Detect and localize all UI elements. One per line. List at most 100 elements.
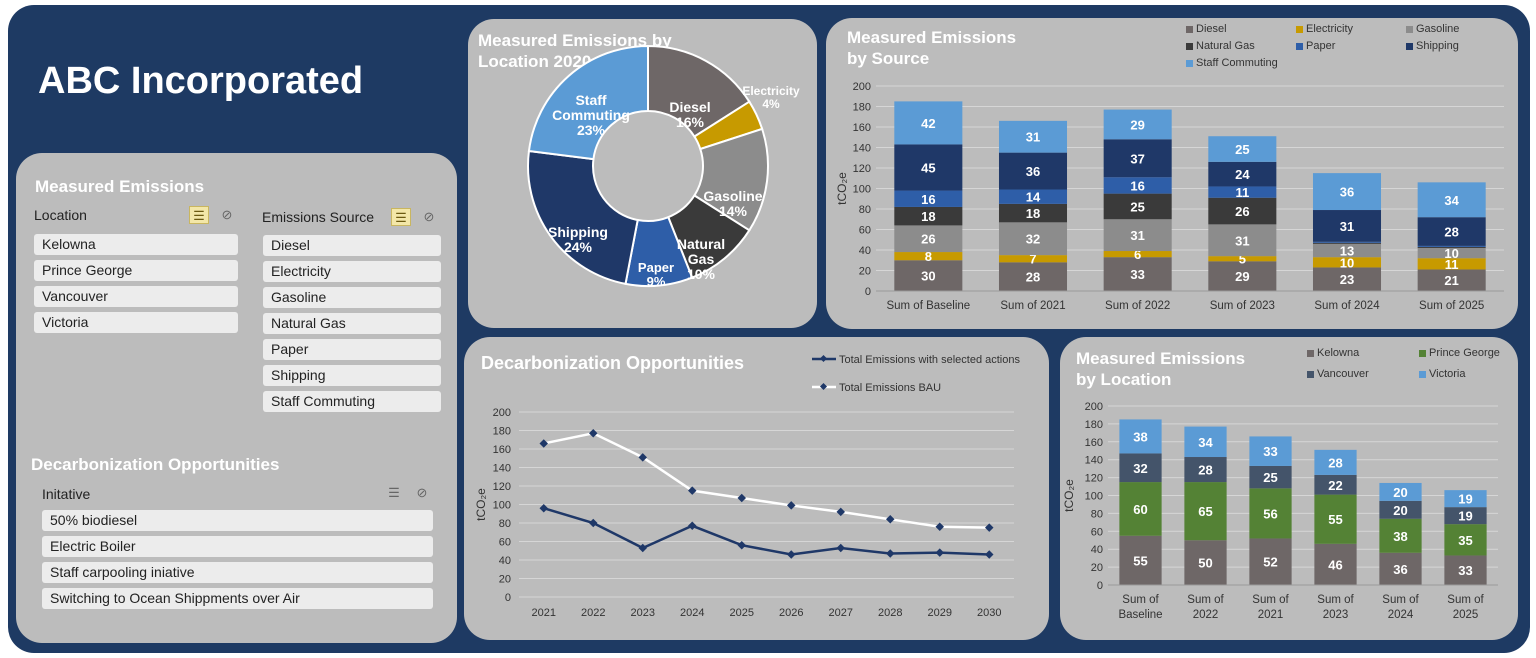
line-point[interactable] — [935, 522, 944, 531]
bar-segment-diesel[interactable] — [1312, 267, 1382, 291]
line-point[interactable] — [787, 501, 796, 510]
line-point[interactable] — [539, 439, 548, 448]
location-slicer-item[interactable]: Vancouver — [34, 286, 238, 307]
bar-segment-natural-gas[interactable] — [1103, 193, 1172, 220]
bar-segment-shipping[interactable] — [894, 144, 963, 191]
line-point[interactable] — [787, 550, 796, 559]
bar-segment-vancouver[interactable] — [1314, 474, 1357, 495]
bar-segment-electricity[interactable] — [1103, 251, 1172, 258]
bar-segment-shipping[interactable] — [1417, 217, 1486, 246]
bar-segment-vancouver[interactable] — [1184, 457, 1227, 483]
bar-segment-kelowna[interactable] — [1184, 540, 1227, 585]
line-point[interactable] — [985, 523, 994, 532]
multi-select-icon[interactable]: ☰ — [391, 208, 411, 226]
bar-segment-electricity[interactable] — [998, 255, 1068, 263]
bar-segment-prince-george[interactable] — [1249, 488, 1292, 539]
initiative-slicer-item[interactable]: Staff carpooling iniative — [42, 562, 433, 583]
bar-segment-paper[interactable] — [894, 190, 963, 207]
bar-segment-gasoline[interactable] — [998, 222, 1068, 256]
source-slicer-item[interactable]: Staff Commuting — [263, 391, 441, 412]
bar-segment-staff-commuting[interactable] — [894, 101, 963, 145]
bar-segment-diesel[interactable] — [1103, 257, 1172, 291]
bar-segment-shipping[interactable] — [1208, 161, 1277, 187]
clear-filter-icon[interactable]: ⊘ — [423, 209, 435, 224]
bar-segment-gasoline[interactable] — [1312, 243, 1382, 258]
bar-segment-gasoline[interactable] — [1417, 247, 1486, 259]
clear-filter-icon[interactable]: ⊘ — [221, 207, 233, 222]
source-slicer-item[interactable]: Paper — [263, 339, 441, 360]
bar-segment-victoria[interactable] — [1379, 482, 1422, 501]
bar-segment-natural-gas[interactable] — [1417, 246, 1486, 248]
bar-segment-staff-commuting[interactable] — [1103, 109, 1172, 140]
line-series-bau[interactable] — [543, 431, 990, 529]
bar-segment-diesel[interactable] — [894, 260, 963, 291]
bar-segment-natural-gas[interactable] — [998, 203, 1068, 223]
bar-segment-shipping[interactable] — [1103, 139, 1172, 178]
line-point[interactable] — [886, 515, 895, 524]
bar-segment-natural-gas[interactable] — [894, 206, 963, 226]
source-slicer-item[interactable]: Natural Gas — [263, 313, 441, 334]
line-point[interactable] — [985, 550, 994, 559]
bar-segment-victoria[interactable] — [1184, 426, 1227, 458]
bar-segment-electricity[interactable] — [1417, 258, 1486, 270]
bar-segment-prince-george[interactable] — [1184, 482, 1227, 541]
bar-segment-vancouver[interactable] — [1379, 500, 1422, 519]
source-slicer-item[interactable]: Shipping — [263, 365, 441, 386]
bar-segment-paper[interactable] — [1312, 241, 1382, 243]
bar-segment-paper[interactable] — [1417, 245, 1486, 247]
bar-segment-shipping[interactable] — [1312, 210, 1382, 242]
bar-segment-prince-george[interactable] — [1119, 482, 1162, 536]
line-point[interactable] — [836, 543, 845, 553]
bar-segment-gasoline[interactable] — [894, 225, 963, 253]
bar-segment-vancouver[interactable] — [1249, 465, 1292, 489]
bar-segment-electricity[interactable] — [1208, 256, 1277, 262]
bar-segment-staff-commuting[interactable] — [1208, 136, 1277, 162]
bar-segment-kelowna[interactable] — [1444, 555, 1487, 585]
bar-segment-diesel[interactable] — [998, 262, 1068, 291]
initiative-slicer-item[interactable]: Switching to Ocean Shippments over Air — [42, 588, 433, 609]
bar-segment-paper[interactable] — [1208, 186, 1277, 198]
line-point[interactable] — [935, 548, 944, 557]
pie-slice-shipping[interactable] — [527, 149, 639, 286]
line-point[interactable] — [688, 486, 697, 495]
bar-segment-electricity[interactable] — [1312, 257, 1382, 268]
line-point[interactable] — [737, 493, 746, 503]
bar-segment-staff-commuting[interactable] — [1312, 173, 1382, 211]
bar-segment-kelowna[interactable] — [1119, 535, 1162, 585]
bar-segment-shipping[interactable] — [998, 152, 1068, 190]
bar-segment-prince-george[interactable] — [1444, 524, 1487, 556]
pie-slice-staff-commuting[interactable] — [527, 44, 649, 161]
source-slicer-item[interactable]: Diesel — [263, 235, 441, 256]
line-point[interactable] — [688, 521, 697, 531]
line-point[interactable] — [589, 518, 598, 528]
bar-segment-victoria[interactable] — [1314, 449, 1357, 475]
location-slicer-item[interactable]: Victoria — [34, 312, 238, 333]
location-slicer-item[interactable]: Prince George — [34, 260, 238, 281]
bar-segment-gasoline[interactable] — [1208, 224, 1277, 257]
bar-segment-vancouver[interactable] — [1444, 507, 1487, 525]
bar-segment-kelowna[interactable] — [1249, 538, 1292, 585]
bar-segment-staff-commuting[interactable] — [1417, 182, 1486, 218]
clear-filter-icon[interactable]: ⊘ — [416, 485, 428, 500]
bar-segment-kelowna[interactable] — [1314, 543, 1357, 585]
bar-segment-natural-gas[interactable] — [1208, 197, 1277, 225]
bar-segment-prince-george[interactable] — [1314, 494, 1357, 544]
source-slicer-item[interactable]: Electricity — [263, 261, 441, 282]
line-series-actions[interactable] — [543, 507, 990, 556]
line-point[interactable] — [539, 503, 548, 513]
bar-segment-diesel[interactable] — [1417, 269, 1486, 291]
bar-segment-victoria[interactable] — [1119, 419, 1162, 454]
line-point[interactable] — [737, 540, 746, 550]
bar-segment-prince-george[interactable] — [1379, 518, 1422, 553]
bar-segment-paper[interactable] — [1103, 177, 1172, 194]
bar-segment-diesel[interactable] — [1208, 261, 1277, 291]
bar-segment-vancouver[interactable] — [1119, 453, 1162, 483]
initiative-slicer-item[interactable]: Electric Boiler — [42, 536, 433, 557]
initiative-slicer-item[interactable]: 50% biodiesel — [42, 510, 433, 531]
bar-segment-paper[interactable] — [998, 189, 1068, 204]
pie-slice-diesel[interactable] — [647, 44, 751, 138]
bar-segment-electricity[interactable] — [894, 252, 963, 261]
bar-segment-natural-gas[interactable] — [1312, 242, 1382, 244]
location-slicer-item[interactable]: Kelowna — [34, 234, 238, 255]
bar-segment-kelowna[interactable] — [1379, 552, 1422, 585]
